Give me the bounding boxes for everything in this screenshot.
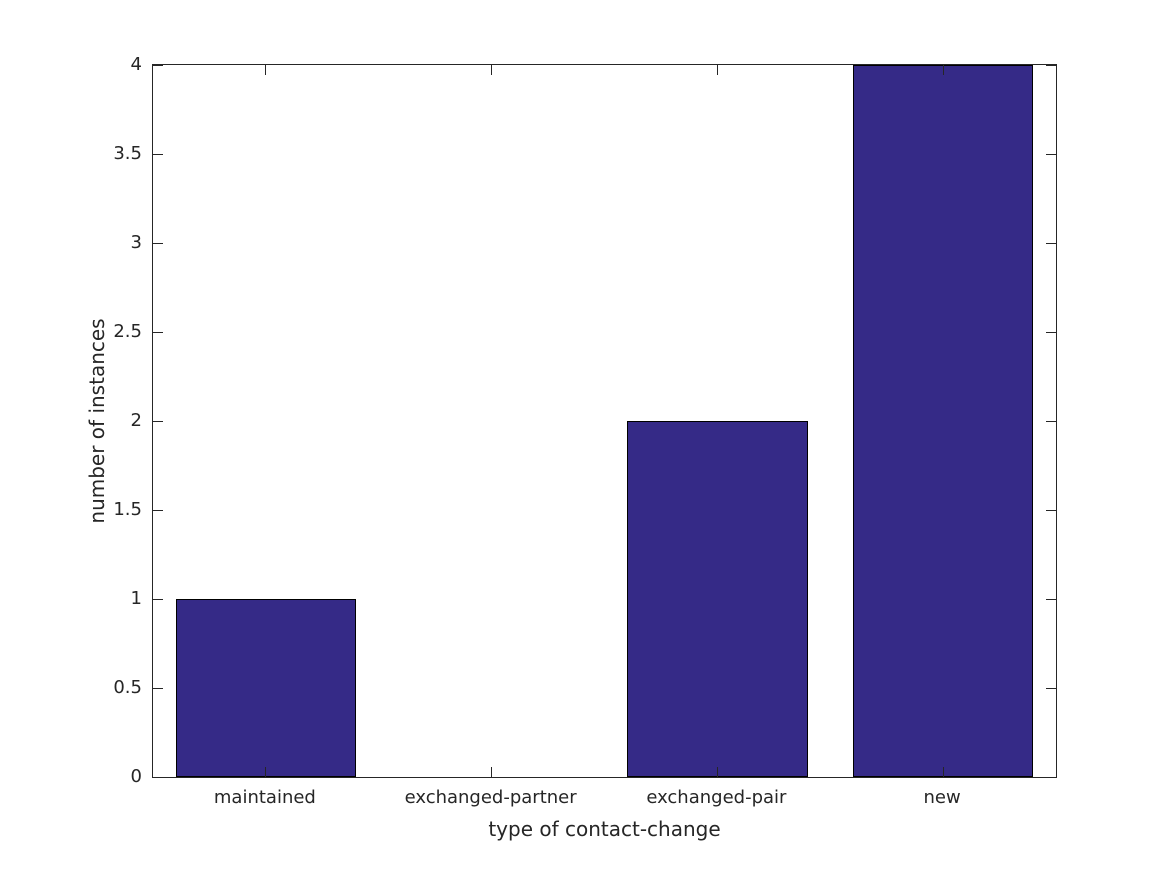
x-tick-top <box>942 65 944 75</box>
x-tick-bottom <box>716 767 718 777</box>
y-tick-labels: 0 0.5 1 1.5 2 2.5 3 3.5 4 <box>0 56 142 786</box>
y-tick-label: 2 <box>130 410 142 431</box>
y-tick-left <box>153 509 163 511</box>
y-tick-right <box>1046 687 1056 689</box>
x-tick-labels: maintained exchanged-partner exchanged-pai… <box>152 778 1057 808</box>
y-tick-left <box>153 153 163 155</box>
y-tick-label: 1 <box>130 588 142 609</box>
y-tick-right <box>1046 776 1056 778</box>
y-tick-left <box>153 776 163 778</box>
plot-area <box>152 64 1057 778</box>
y-tick-left <box>153 598 163 600</box>
y-tick-label: 3.5 <box>113 143 142 164</box>
y-tick-right <box>1046 598 1056 600</box>
y-tick-left <box>153 687 163 689</box>
y-tick-label: 2.5 <box>113 321 142 342</box>
x-tick-label-new: new <box>923 787 961 808</box>
y-tick-label: 4 <box>130 54 142 75</box>
x-axis-title: type of contact-change <box>488 817 721 841</box>
y-tick-right <box>1046 509 1056 511</box>
x-tick-label-exchanged-partner: exchanged-partner <box>404 787 577 808</box>
y-tick-right <box>1046 242 1056 244</box>
y-tick-label: 3 <box>130 232 142 253</box>
y-tick-right <box>1046 331 1056 333</box>
x-tick-label-maintained: maintained <box>213 787 316 808</box>
y-tick-label: 0.5 <box>113 677 142 698</box>
y-tick-right <box>1046 153 1056 155</box>
x-tick-bottom <box>491 767 493 777</box>
y-tick-right <box>1046 64 1056 66</box>
x-tick-bottom <box>265 767 267 777</box>
bar-maintained <box>175 599 357 777</box>
x-tick-top <box>491 65 493 75</box>
y-tick-right <box>1046 420 1056 422</box>
x-tick-top <box>716 65 718 75</box>
x-tick-top <box>265 65 267 75</box>
y-tick-left <box>153 242 163 244</box>
y-tick-left <box>153 420 163 422</box>
x-tick-bottom <box>942 767 944 777</box>
bar-exchanged-pair <box>627 421 808 777</box>
y-tick-label: 1.5 <box>113 499 142 520</box>
x-tick-label-exchanged-pair: exchanged-pair <box>646 787 787 808</box>
y-tick-label: 0 <box>130 766 142 787</box>
bar-new <box>852 65 1034 777</box>
y-tick-left <box>153 331 163 333</box>
y-tick-left <box>153 64 163 66</box>
